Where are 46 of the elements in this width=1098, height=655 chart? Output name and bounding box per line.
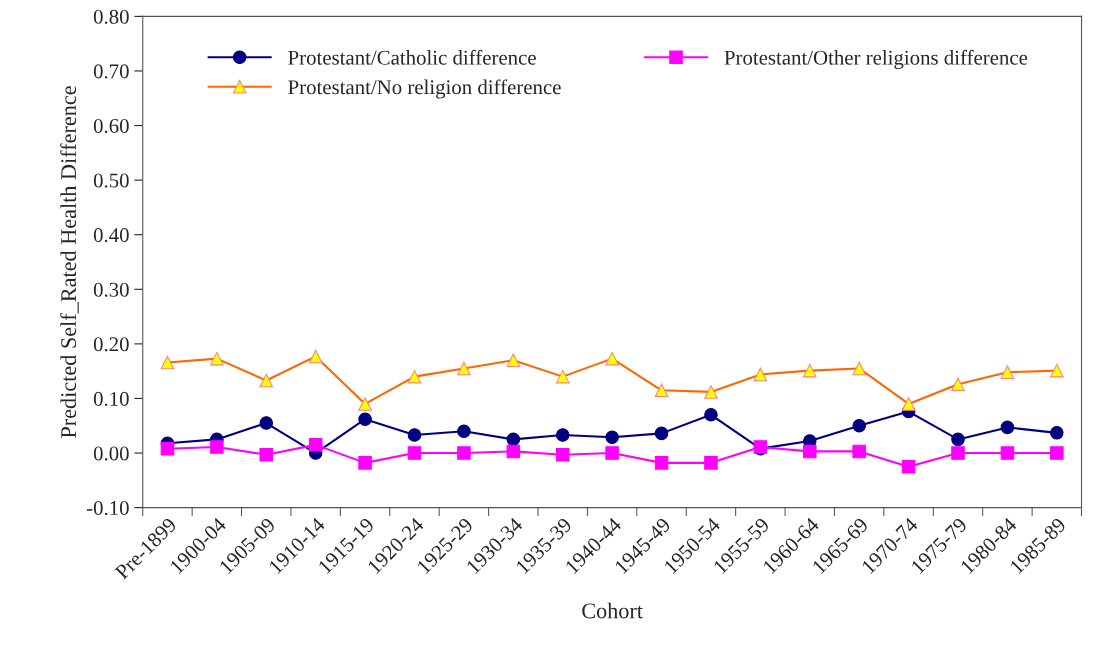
point	[654, 456, 669, 470]
point	[1050, 446, 1064, 460]
y-tick-label: 0.50	[93, 173, 129, 188]
point	[160, 441, 175, 456]
point	[457, 424, 471, 438]
point	[951, 446, 965, 460]
point	[605, 430, 619, 444]
point	[358, 456, 372, 470]
y-tick-label: 0.70	[93, 64, 129, 79]
y-tick-label: 0.30	[93, 282, 129, 297]
point	[852, 444, 866, 459]
point	[259, 416, 274, 430]
point	[803, 444, 817, 459]
legend-label: Protestant/Other religions difference	[724, 49, 1028, 70]
y-tick-label: 0.20	[93, 337, 129, 352]
y-tick-label: 0.10	[93, 391, 129, 406]
point	[259, 447, 274, 462]
point	[555, 428, 570, 442]
point	[704, 408, 718, 422]
point	[1000, 420, 1015, 435]
point	[555, 447, 570, 462]
point	[506, 444, 521, 459]
point	[852, 418, 866, 433]
point	[506, 432, 521, 447]
y-tick-label: 0.40	[93, 228, 129, 243]
point	[308, 438, 323, 452]
point	[407, 446, 422, 460]
point	[951, 432, 965, 447]
point	[407, 428, 422, 442]
point	[1050, 426, 1064, 440]
point	[358, 412, 372, 426]
x-axis-title: Cohort	[582, 602, 643, 619]
point	[1000, 446, 1015, 460]
point	[605, 446, 619, 460]
point	[654, 426, 669, 441]
y-axis-title: Predicted Self_Rated Health Difference	[60, 86, 79, 438]
legend-label: Protestant/No religion difference	[288, 79, 561, 99]
point	[210, 440, 224, 454]
y-tick-label: 0.60	[93, 118, 129, 134]
y-tick-label: 0.00	[93, 446, 129, 461]
y-tick-label: -0.10	[86, 501, 129, 516]
legend-label: Protestant/Catholic difference	[288, 49, 536, 65]
point	[704, 456, 718, 470]
point	[901, 459, 916, 474]
y-tick-label: 0.80	[93, 9, 129, 24]
point	[457, 446, 471, 460]
